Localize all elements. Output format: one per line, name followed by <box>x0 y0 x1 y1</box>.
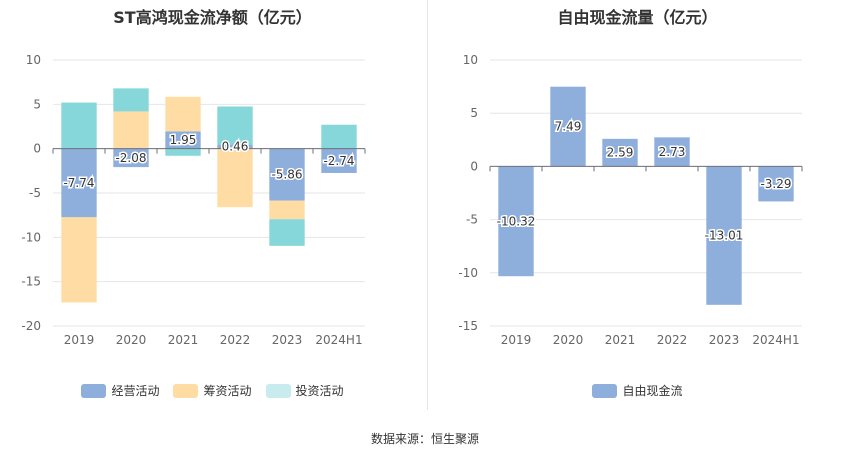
y-tick-label: -10 <box>458 266 478 280</box>
data-source: 数据来源：恒生聚源 <box>370 432 479 446</box>
bar-1 <box>269 200 305 220</box>
bar-0 <box>321 148 357 173</box>
cash-flow-net-plot: 10 5 0 -5 -10 -15 -20 -7.74 -2.08 1.95 0.46 -5.86 -2… <box>21 53 366 347</box>
bar-2 <box>321 124 357 149</box>
data-label: -5.86 <box>271 168 302 182</box>
x-tick-label: 2022 <box>220 333 251 347</box>
chart-legend: 自由现金流 <box>425 382 850 399</box>
bar <box>654 137 690 167</box>
data-label: -10.32 <box>497 214 536 228</box>
legend-swatch <box>592 383 618 398</box>
chart-legend: 经营活动 筹资活动 投资活动 <box>0 382 425 399</box>
legend-item-investing[interactable]: 投资活动 <box>265 382 344 399</box>
legend-item-financing[interactable]: 筹资活动 <box>173 382 252 399</box>
legend-swatch <box>81 383 107 398</box>
bar-2 <box>165 148 201 156</box>
x-tick-label: 2021 <box>605 333 636 347</box>
y-tick-label: 0 <box>33 142 41 156</box>
cash-flow-net-chart: ST高鸿现金流净额（亿元） 10 5 0 -5 -10 -15 -20 -7.74 -2.08 1… <box>0 0 425 410</box>
y-tick-label: -5 <box>466 213 478 227</box>
y-tick-label: -10 <box>21 230 41 244</box>
y-tick-label: 0 <box>470 159 478 173</box>
y-tick-label: 10 <box>463 53 478 67</box>
legend-label: 自由现金流 <box>622 384 683 398</box>
bar-0 <box>217 144 253 149</box>
data-label: 1.95 <box>170 133 197 147</box>
legend-swatch <box>265 383 291 398</box>
panel-divider <box>427 0 428 410</box>
y-tick-label: 10 <box>26 53 41 67</box>
bar <box>550 86 586 167</box>
bar-0 <box>61 148 97 218</box>
data-label: -7.74 <box>63 176 94 190</box>
bar-0 <box>269 148 305 201</box>
bar <box>706 166 742 305</box>
bar <box>498 166 534 277</box>
x-tick-label: 2023 <box>709 333 740 347</box>
bar-2 <box>113 88 149 112</box>
x-tick-label: 2024H1 <box>315 333 362 347</box>
x-tick-label: 2021 <box>168 333 199 347</box>
y-tick-label: -5 <box>29 186 41 200</box>
data-label: 0.46 <box>222 140 249 154</box>
chart-title: 自由现金流量（亿元） <box>557 8 718 27</box>
bar-1 <box>165 96 201 132</box>
data-label: 7.49 <box>555 120 582 134</box>
free-cash-flow-chart: 自由现金流量（亿元） 10 5 0 -5 -10 -15 -10.32 7.49 2.59 2.7… <box>425 0 850 410</box>
bar-0 <box>165 131 201 149</box>
chart-title: ST高鸿现金流净额（亿元） <box>113 8 312 27</box>
x-tick-label: 2023 <box>272 333 303 347</box>
data-label: -13.01 <box>705 229 744 243</box>
x-tick-label: 2019 <box>501 333 532 347</box>
bar-0 <box>113 148 149 168</box>
data-label: -3.29 <box>760 177 791 191</box>
y-tick-label: 5 <box>470 106 478 120</box>
y-tick-label: -15 <box>458 319 478 333</box>
free-cash-flow-plot: 10 5 0 -5 -10 -15 -10.32 7.49 2.59 2.73 -13.01 -3.2… <box>458 53 803 347</box>
x-tick-label: 2019 <box>64 333 95 347</box>
bar <box>602 138 638 167</box>
x-tick-label: 2020 <box>553 333 584 347</box>
y-tick-label: -20 <box>21 319 41 333</box>
data-label: -2.74 <box>323 154 354 168</box>
bar-1 <box>113 111 149 149</box>
data-label: 2.59 <box>607 146 634 160</box>
legend-label: 筹资活动 <box>203 384 252 398</box>
bar-1 <box>217 148 253 208</box>
y-tick-label: -15 <box>21 275 41 289</box>
bar <box>758 166 794 202</box>
y-tick-label: 5 <box>33 97 41 111</box>
x-tick-label: 2020 <box>116 333 147 347</box>
bar-2 <box>269 219 305 246</box>
data-label: -2.08 <box>115 151 146 165</box>
bar-2 <box>217 106 253 145</box>
bar-1 <box>61 217 97 303</box>
bar-2 <box>61 102 97 149</box>
legend-item-free-cash-flow[interactable]: 自由现金流 <box>592 382 683 399</box>
legend-label: 投资活动 <box>295 384 344 398</box>
legend-label: 经营活动 <box>111 384 160 398</box>
x-tick-label: 2022 <box>657 333 688 347</box>
legend-item-operating[interactable]: 经营活动 <box>81 382 159 399</box>
legend-swatch <box>173 383 199 398</box>
data-label: 2.73 <box>659 145 686 159</box>
x-tick-label: 2024H1 <box>752 333 799 347</box>
